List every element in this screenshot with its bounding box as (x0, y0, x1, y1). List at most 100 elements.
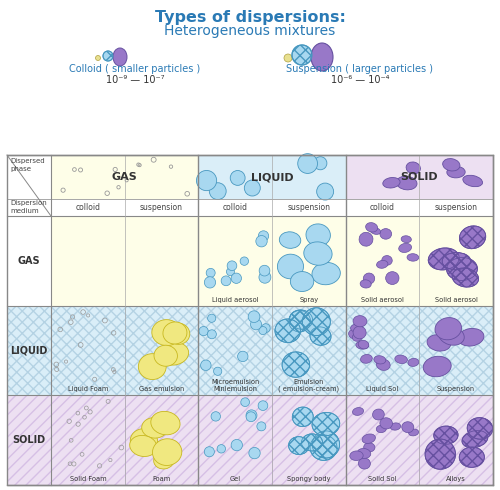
Ellipse shape (380, 418, 392, 429)
Text: suspension: suspension (434, 203, 478, 212)
Ellipse shape (460, 226, 485, 249)
Ellipse shape (353, 326, 366, 339)
Ellipse shape (467, 417, 492, 439)
Circle shape (249, 447, 260, 459)
Circle shape (292, 45, 312, 65)
Ellipse shape (306, 224, 330, 246)
Bar (198, 216, 272, 306)
Bar (198, 395, 272, 485)
Circle shape (240, 257, 248, 266)
Ellipse shape (360, 280, 371, 288)
Circle shape (314, 157, 327, 170)
Ellipse shape (446, 258, 478, 281)
Bar (124, 395, 198, 485)
Bar (346, 395, 420, 485)
Bar (7, 306, 51, 395)
Circle shape (230, 171, 245, 185)
Ellipse shape (113, 48, 127, 66)
Bar (198, 395, 272, 485)
Ellipse shape (130, 436, 157, 457)
Ellipse shape (366, 222, 378, 232)
Bar (420, 306, 493, 395)
Bar (272, 216, 345, 306)
Ellipse shape (395, 355, 407, 364)
Circle shape (238, 351, 248, 362)
Text: GAS: GAS (112, 172, 138, 182)
Bar (346, 306, 420, 395)
Ellipse shape (364, 443, 375, 452)
Ellipse shape (312, 431, 340, 458)
Text: GAS: GAS (18, 256, 40, 266)
Ellipse shape (154, 345, 178, 366)
Ellipse shape (358, 340, 369, 349)
Bar (198, 306, 272, 395)
Circle shape (206, 269, 215, 277)
Bar (124, 306, 198, 395)
Text: Alloys: Alloys (446, 476, 466, 482)
Circle shape (248, 311, 260, 322)
Text: Dispersion
medium: Dispersion medium (10, 200, 47, 214)
Text: colloid: colloid (76, 203, 100, 212)
Bar (272, 395, 345, 485)
Text: Solid aerosol: Solid aerosol (434, 296, 478, 303)
Ellipse shape (138, 354, 166, 380)
Ellipse shape (359, 232, 373, 246)
Ellipse shape (288, 311, 310, 332)
Bar (420, 395, 493, 485)
Text: SOLID: SOLID (12, 435, 46, 445)
Text: SOLID: SOLID (400, 172, 438, 182)
Ellipse shape (357, 448, 371, 459)
Ellipse shape (408, 429, 418, 436)
Bar (7, 199, 493, 216)
Bar (346, 395, 420, 485)
Ellipse shape (350, 451, 363, 461)
Bar (51, 395, 125, 485)
Ellipse shape (348, 329, 362, 339)
Ellipse shape (447, 167, 465, 178)
Bar (198, 155, 346, 199)
Bar (198, 395, 272, 485)
Ellipse shape (462, 431, 488, 448)
Ellipse shape (425, 439, 456, 469)
Circle shape (103, 51, 113, 61)
Bar (124, 306, 198, 395)
Ellipse shape (352, 333, 362, 341)
Text: Microemulsion
Miniemulsion: Microemulsion Miniemulsion (211, 379, 260, 392)
Bar (51, 306, 125, 395)
Circle shape (214, 367, 222, 375)
Circle shape (96, 55, 100, 60)
Text: Liquid aerosol: Liquid aerosol (212, 296, 258, 303)
Circle shape (231, 440, 242, 451)
Text: Foam: Foam (152, 476, 170, 482)
Circle shape (200, 360, 211, 370)
Ellipse shape (382, 256, 392, 265)
Ellipse shape (288, 437, 309, 455)
Bar (7, 306, 51, 395)
Circle shape (211, 412, 220, 421)
Bar (346, 306, 420, 395)
Ellipse shape (360, 354, 372, 363)
Ellipse shape (372, 409, 384, 420)
Ellipse shape (386, 271, 399, 285)
Ellipse shape (353, 316, 367, 327)
Bar (272, 395, 345, 485)
Ellipse shape (380, 229, 392, 239)
Text: LIQUID: LIQUID (10, 345, 48, 356)
Circle shape (244, 180, 260, 196)
Ellipse shape (460, 447, 484, 467)
Bar (346, 216, 420, 306)
Ellipse shape (452, 268, 478, 287)
Circle shape (210, 183, 226, 199)
Bar (272, 306, 345, 395)
Ellipse shape (434, 426, 458, 444)
Bar (51, 395, 125, 485)
Ellipse shape (152, 439, 182, 466)
Bar (346, 395, 420, 485)
Ellipse shape (168, 323, 190, 344)
Text: 10⁻⁶ — 10⁻⁴: 10⁻⁶ — 10⁻⁴ (331, 75, 389, 85)
Bar (7, 395, 51, 485)
Ellipse shape (350, 324, 363, 332)
Text: suspension: suspension (140, 203, 183, 212)
Ellipse shape (154, 451, 174, 469)
Ellipse shape (428, 248, 459, 270)
